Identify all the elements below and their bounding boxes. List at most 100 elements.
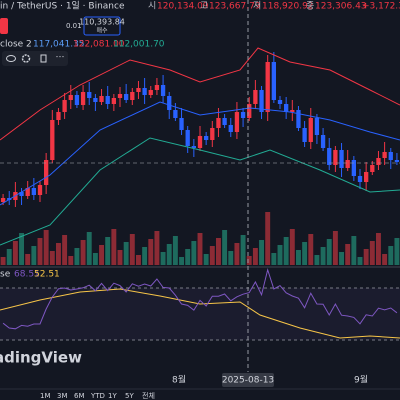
rsi-ma-line — [0, 288, 400, 339]
candle-body — [228, 125, 233, 132]
volume-bar — [259, 240, 264, 265]
candle-body — [265, 62, 270, 112]
candle-body — [394, 160, 400, 162]
volume-bar — [234, 243, 240, 265]
volume-bar — [142, 247, 148, 265]
volume-bar — [289, 229, 295, 265]
volume-bar — [376, 233, 381, 265]
x-axis — [0, 372, 400, 388]
volume-bar — [216, 238, 221, 265]
volume-bar — [172, 236, 178, 265]
candle-body — [185, 130, 190, 146]
candle-body — [25, 188, 30, 196]
volume-bar — [154, 231, 160, 265]
candle-body — [197, 136, 203, 148]
volume-bar — [191, 241, 197, 265]
volume-bar — [99, 245, 104, 265]
candle-body — [105, 96, 110, 104]
volume-bar — [296, 250, 301, 265]
bb-basis-line — [0, 101, 400, 206]
range-button[interactable]: 3M — [57, 392, 68, 400]
buy-button[interactable] — [83, 16, 121, 36]
volume-bar — [92, 253, 98, 265]
volume-bar — [80, 240, 86, 265]
volume-bar — [394, 238, 400, 265]
candle-body — [302, 128, 307, 142]
volume-bar — [351, 236, 357, 265]
volume-bar — [111, 229, 117, 265]
range-button[interactable]: 1M — [40, 392, 51, 400]
range-button[interactable]: 5Y — [125, 392, 134, 400]
candle-body — [247, 104, 252, 118]
volume-bar — [339, 252, 344, 265]
bb-upper-line — [0, 47, 400, 141]
bb-upper: 122,081.00 — [73, 40, 125, 50]
x-tick-label: 9월 — [354, 374, 368, 386]
volume-bar — [74, 248, 80, 265]
volume-bar — [369, 241, 375, 265]
eye-icon[interactable] — [6, 55, 16, 62]
ohlc-label: 종 — [306, 1, 314, 12]
range-button[interactable]: 1Y — [108, 392, 117, 400]
ohlc-value: 118,920.92 — [262, 2, 314, 12]
candle-body — [62, 100, 67, 112]
volume-bar — [283, 237, 289, 265]
watermark: adingView — [0, 349, 82, 367]
volume-bar — [31, 246, 37, 265]
volume-bar — [265, 212, 271, 265]
volume-bar — [209, 246, 215, 265]
volume-bar — [228, 251, 234, 265]
volume-bar — [166, 244, 172, 265]
spread: 0.01 — [66, 22, 82, 30]
candle-body — [74, 95, 80, 105]
volume-bar — [37, 238, 43, 265]
candle-body — [191, 146, 196, 148]
volume-bar — [246, 256, 252, 265]
candle-body — [364, 172, 369, 182]
volume-bar — [388, 246, 394, 265]
volume-bar — [197, 233, 203, 265]
volume-bar — [302, 242, 308, 265]
candle-body — [370, 165, 375, 172]
volume-bar — [56, 243, 61, 265]
buy-price: 110,393.84 — [79, 18, 125, 27]
candle-body — [222, 118, 227, 125]
more-icon[interactable]: ⋯ — [56, 53, 65, 63]
volume-bar — [123, 242, 129, 265]
candle-body — [167, 96, 172, 110]
volume-bar — [62, 235, 68, 265]
candle-body — [148, 90, 153, 95]
price-pane — [0, 47, 400, 265]
candle-body — [290, 110, 295, 112]
range-button[interactable]: 전체 — [142, 391, 155, 400]
candle-body — [124, 94, 129, 100]
rsi-line — [2, 267, 398, 330]
volume-bar — [19, 233, 24, 265]
candle-body — [19, 192, 24, 196]
range-button[interactable]: 6M — [74, 392, 85, 400]
candle-body — [117, 94, 123, 98]
volume-bar — [129, 234, 135, 265]
ohlc-label: 저 — [253, 1, 261, 12]
range-button[interactable]: YTD — [90, 392, 105, 400]
candle-body — [253, 90, 258, 104]
volume-bar — [240, 235, 246, 265]
candle-body — [50, 120, 55, 160]
candle-body — [271, 62, 276, 100]
candle-body — [44, 160, 49, 185]
sell-button[interactable] — [0, 18, 8, 34]
delete-icon[interactable] — [40, 54, 47, 63]
settings-icon[interactable] — [21, 54, 31, 63]
candle-body — [308, 118, 313, 142]
volume-bar — [49, 251, 55, 265]
ohlc-value: 123,306.43 — [315, 2, 367, 12]
candle-body — [240, 112, 246, 118]
candle-body — [99, 96, 104, 102]
candle-body — [284, 104, 289, 112]
candle-body — [204, 136, 209, 140]
candle-body — [351, 160, 356, 176]
candle-body — [210, 128, 215, 140]
volume-bar — [68, 256, 74, 265]
